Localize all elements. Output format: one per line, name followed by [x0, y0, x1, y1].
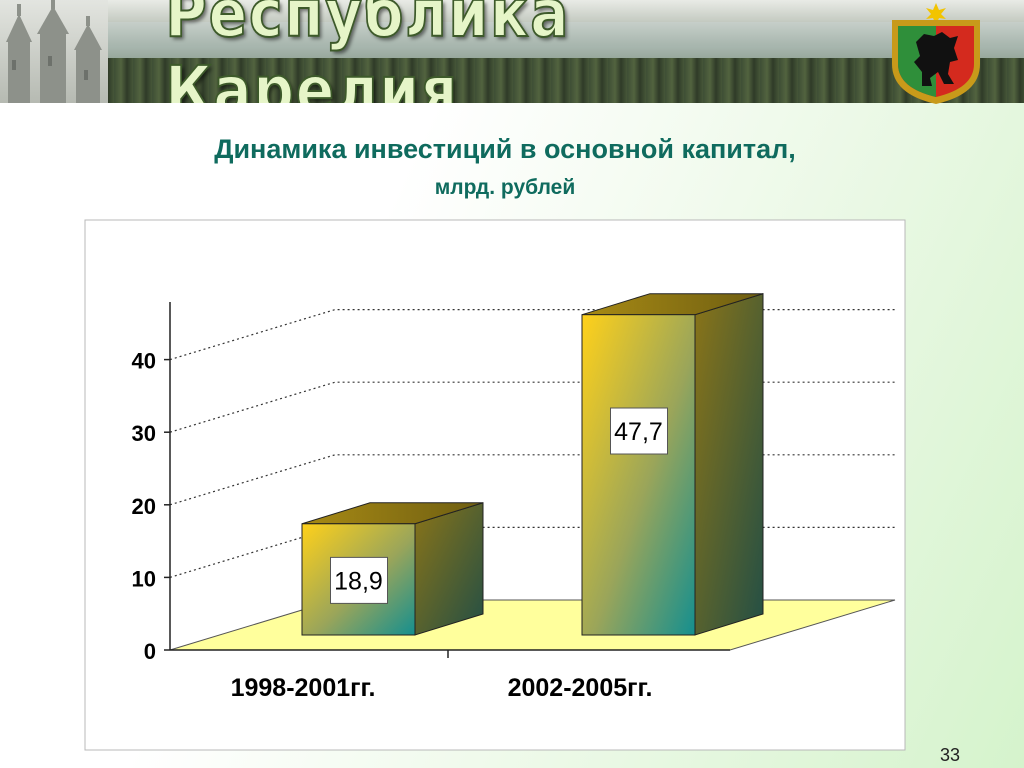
karelia-coat-of-arms-icon	[892, 3, 980, 104]
data-label: 18,9	[334, 567, 383, 595]
slide-number: 33	[939, 745, 961, 765]
chart-title: Динамика инвестиций в основной капитал,	[214, 134, 796, 164]
y-tick-label: 30	[132, 421, 156, 446]
y-tick-label: 0	[144, 639, 156, 664]
church-photo	[0, 0, 108, 103]
lake-water	[0, 22, 1024, 64]
church-icon	[6, 0, 102, 103]
data-label: 47,7	[614, 418, 663, 446]
data-label-box	[330, 556, 388, 604]
header-banner: Республика Карелия	[0, 0, 1024, 103]
x-category-label: 1998-2001гг.	[231, 674, 376, 702]
bar-2: 47,7	[581, 293, 764, 636]
bar-front	[581, 314, 696, 636]
data-label-box	[610, 407, 668, 455]
y-tick-label: 10	[132, 566, 156, 591]
x-category-label: 2002-2005гг.	[508, 674, 653, 702]
bar-side	[414, 502, 484, 636]
banner-title: Республика Карелия	[164, 0, 571, 103]
chart-subtitle: млрд. рублей	[434, 176, 576, 199]
bar-front	[301, 523, 416, 636]
forest-strip	[0, 58, 1024, 103]
y-tick-label: 20	[132, 494, 156, 519]
bar-side	[694, 293, 764, 636]
plot-area	[84, 219, 906, 751]
y-tick-label: 40	[132, 349, 156, 374]
bar-1: 18,9	[301, 502, 484, 636]
